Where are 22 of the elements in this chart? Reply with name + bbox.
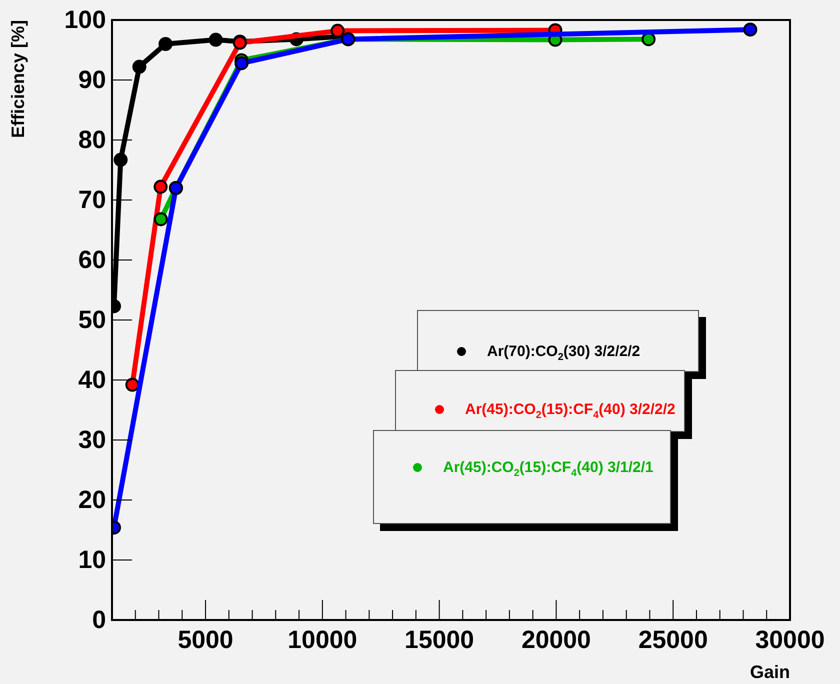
y-tick-label: 20 bbox=[78, 486, 106, 514]
legend-label: Ar(45):CO$_{2}$(15):CF$_{4}$(40) 3/2/2/2 bbox=[465, 401, 676, 421]
y-tick-label: 90 bbox=[78, 66, 106, 94]
y-tick-label: 50 bbox=[78, 306, 106, 334]
x-tick-label: 25000 bbox=[638, 626, 708, 654]
x-tick-label: 15000 bbox=[404, 626, 474, 654]
x-tick-label: 10000 bbox=[288, 626, 358, 654]
y-tick-label: 100 bbox=[64, 6, 106, 34]
y-tick-label: 40 bbox=[78, 366, 106, 394]
x-axis-title: Gain bbox=[750, 662, 790, 682]
y-axis-title: Efficiency [%] bbox=[8, 20, 28, 138]
y-tick-label: 70 bbox=[78, 186, 106, 214]
x-tick-label: 5000 bbox=[178, 626, 234, 654]
legend-label: Ar(45):CO$_{2}$(15):CF$_{4}$(40) 3/1/2/1 bbox=[443, 459, 654, 479]
x-tick-label: 20000 bbox=[521, 626, 591, 654]
y-tick-label: 30 bbox=[78, 426, 106, 454]
y-tick-label: 0 bbox=[92, 606, 106, 634]
x-tick-label: 30000 bbox=[755, 626, 825, 654]
y-tick-label: 60 bbox=[78, 246, 106, 274]
legend-label: Ar(70):CO$_{2}$(30) 3/2/2/2 bbox=[487, 343, 640, 363]
y-tick-label: 80 bbox=[78, 126, 106, 154]
y-tick-label: 10 bbox=[78, 546, 106, 574]
